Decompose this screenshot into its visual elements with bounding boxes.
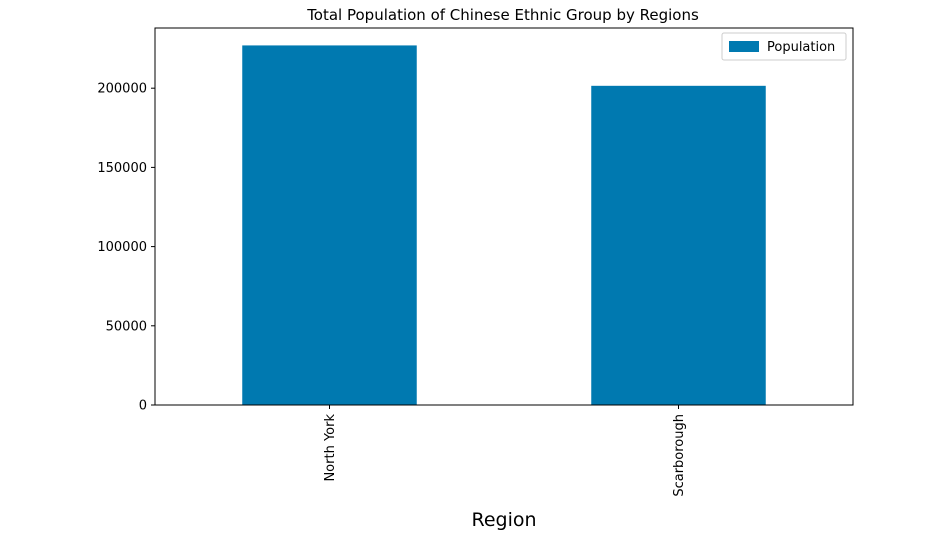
y-tick-label: 0	[139, 399, 147, 414]
y-tick-label: 150000	[97, 161, 147, 176]
x-tick-label: Scarborough	[672, 414, 687, 497]
legend: Population	[721, 32, 847, 61]
legend-swatch-population	[729, 41, 759, 52]
legend-frame	[721, 32, 847, 61]
y-tick-label: 200000	[97, 82, 147, 97]
bar-north-york	[242, 45, 417, 406]
x-tick-label: North York	[323, 414, 338, 482]
x-axis-ticks: North York Scarborough	[323, 405, 687, 497]
x-axis-label: Region	[471, 509, 536, 531]
y-tick-label: 100000	[97, 240, 147, 255]
y-tick-label: 50000	[106, 319, 147, 334]
bar-scarborough	[591, 85, 766, 405]
plot-area-frame	[154, 27, 854, 406]
chart-title: Total Population of Chinese Ethnic Group…	[306, 6, 699, 24]
y-axis-ticks: 0 50000 100000 150000 200000	[97, 82, 155, 414]
legend-label-population: Population	[767, 40, 835, 55]
bars	[242, 45, 766, 406]
